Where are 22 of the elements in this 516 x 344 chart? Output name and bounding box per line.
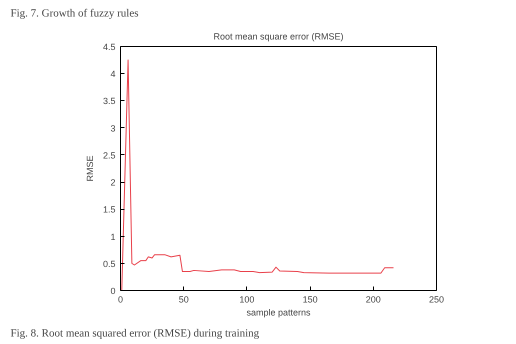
x-tick-label: 100 xyxy=(239,294,254,304)
x-tick-label: 200 xyxy=(366,294,381,304)
y-tick-label: 3 xyxy=(110,123,116,134)
y-tick-label: 3.5 xyxy=(102,96,116,106)
chart-title: Root mean square error (RMSE) xyxy=(213,32,344,42)
y-tick-label: 0 xyxy=(110,286,116,296)
x-tick-label: 150 xyxy=(302,294,318,304)
caption: Fig. 8. Root mean squared error (RMSE) during training xyxy=(10,328,260,340)
x-tick-label: 50 xyxy=(178,294,189,304)
y-tick-label: 2 xyxy=(110,178,116,188)
x-tick-label: 250 xyxy=(428,294,444,304)
y-tick-label: 4.5 xyxy=(102,42,116,52)
y-tick-label: 4 xyxy=(110,69,116,80)
line-series xyxy=(121,60,394,290)
y-tick-label: 0.5 xyxy=(102,258,116,269)
caption: Fig. 7. Growth of fuzzy rules xyxy=(10,8,139,20)
y-axis-title: RMSE xyxy=(84,155,95,182)
y-tick-label: 1.5 xyxy=(102,204,116,215)
x-axis-title: sample patterns xyxy=(246,308,312,318)
y-tick-label: 1 xyxy=(110,232,116,242)
y-tick-label: 2.5 xyxy=(102,150,116,160)
x-tick-label: 0 xyxy=(118,294,124,304)
